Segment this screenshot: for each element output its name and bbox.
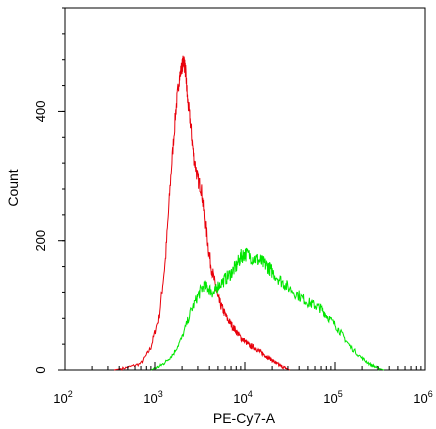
x-tick-base: 10 [143, 391, 157, 406]
histogram-series-2 [150, 247, 385, 371]
y-axis-title: Count [5, 169, 21, 206]
x-tick-base: 10 [413, 391, 427, 406]
y-tick-label: 200 [33, 230, 48, 252]
x-tick-exponent: 2 [68, 389, 73, 399]
x-tick-base: 10 [53, 391, 67, 406]
x-tick-exponent: 3 [158, 389, 163, 399]
series-layer [113, 55, 385, 371]
y-tick-label: 400 [33, 101, 48, 123]
x-tick-base: 10 [233, 391, 247, 406]
x-tick-label: 104 [233, 389, 252, 406]
x-tick-exponent: 4 [248, 389, 253, 399]
plot-frame [64, 7, 426, 371]
x-tick-exponent: 6 [428, 389, 433, 399]
histogram-series-1 [113, 55, 291, 371]
y-axis-ticks: 0 200 400 [33, 7, 65, 374]
x-tick-label: 103 [143, 389, 162, 406]
y-tick-label: 0 [33, 366, 48, 373]
x-axis-ticks: 102 103 104 105 106 [53, 362, 433, 406]
x-tick-label: 105 [323, 389, 342, 406]
x-axis-title: PE-Cy7-A [213, 410, 276, 426]
x-tick-label: 102 [53, 389, 72, 406]
x-tick-label: 106 [413, 389, 432, 406]
x-tick-base: 10 [323, 391, 337, 406]
x-tick-exponent: 5 [338, 389, 343, 399]
